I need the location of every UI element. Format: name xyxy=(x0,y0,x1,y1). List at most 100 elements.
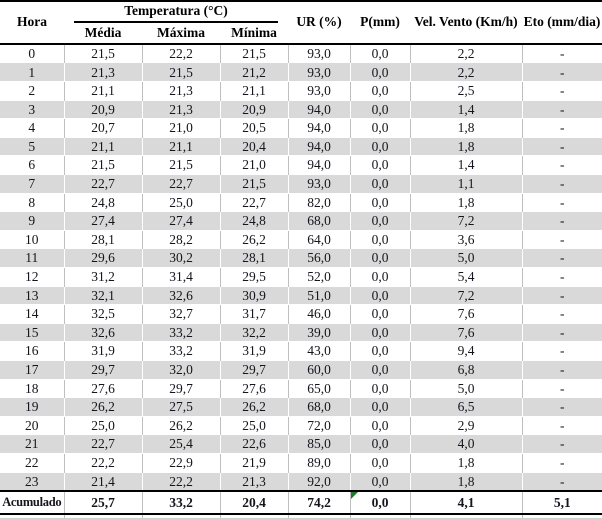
cell-ur: 46,0 xyxy=(287,304,350,324)
cell-eto: - xyxy=(521,434,602,454)
cell-hora: 11 xyxy=(0,248,64,268)
cell-p: 0,0 xyxy=(349,434,410,454)
cell-ur: 72,0 xyxy=(287,415,350,435)
cell-hora: 0 xyxy=(0,43,64,63)
cell-ur: 52,0 xyxy=(287,267,350,287)
table-row: 2 21,1 21,3 21,1 93,0 0,0 2,5- xyxy=(0,81,602,101)
table-row: 6 21,5 21,5 21,0 94,0 0,0 1,4- xyxy=(0,155,602,175)
cell-hora: 12 xyxy=(0,267,64,287)
cell-media: 21,1 xyxy=(63,136,142,156)
cell-hora: 1 xyxy=(0,62,64,82)
cell-p: 0,0 xyxy=(349,229,410,249)
cell-vel-vento: 7,2 xyxy=(409,211,522,231)
cell-eto: - xyxy=(521,322,602,342)
table-row: 15 32,6 33,2 32,2 39,0 0,0 7,6- xyxy=(0,322,602,342)
cell-hora: 4 xyxy=(0,118,64,138)
accumulated-cell-p: 0,0 xyxy=(349,490,410,516)
table-row: 10 28,1 28,2 26,2 64,0 0,0 3,6- xyxy=(0,229,602,249)
accumulated-cell-maxima: 33,2 xyxy=(141,490,220,516)
cell-media: 27,6 xyxy=(63,378,142,398)
cell-ur: 39,0 xyxy=(287,322,350,342)
cell-minima: 25,0 xyxy=(219,415,288,435)
cell-media: 24,8 xyxy=(63,192,142,212)
cell-p: 0,0 xyxy=(349,62,410,82)
cell-media: 29,7 xyxy=(63,359,142,380)
accumulated-cell-ur: 74,2 xyxy=(287,490,350,516)
cell-ur: 94,0 xyxy=(287,99,350,119)
cell-eto: - xyxy=(521,43,602,63)
cell-media: 31,9 xyxy=(63,341,142,361)
cell-vel-vento: 7,2 xyxy=(409,285,522,305)
col-header-vel-vento: Vel. Vento (Km/h) xyxy=(410,1,522,44)
cell-p: 0,0 xyxy=(349,267,410,287)
cell-minima: 22,7 xyxy=(219,192,288,212)
cell-media: 21,1 xyxy=(63,81,142,101)
cell-hora: 19 xyxy=(0,397,64,417)
cell-vel-vento: 7,6 xyxy=(409,304,522,324)
cell-ur: 93,0 xyxy=(287,43,350,63)
col-header-maxima: Máxima xyxy=(142,23,220,44)
cell-hora: 14 xyxy=(0,304,64,324)
cell-maxima: 21,3 xyxy=(141,81,220,101)
cell-eto: - xyxy=(521,155,602,175)
cell-eto: - xyxy=(521,136,602,156)
cell-p: 0,0 xyxy=(349,415,410,435)
cell-vel-vento: 1,1 xyxy=(409,174,522,194)
cell-eto: - xyxy=(521,304,602,324)
cell-vel-vento: 1,8 xyxy=(409,118,522,138)
cell-minima: 24,8 xyxy=(219,211,288,231)
cell-vel-vento: 1,8 xyxy=(409,136,522,156)
cell-hora: 9 xyxy=(0,211,64,231)
cell-media: 32,1 xyxy=(63,285,142,305)
cell-media: 21,4 xyxy=(63,471,142,492)
cell-p: 0,0 xyxy=(349,211,410,231)
cell-p: 0,0 xyxy=(349,285,410,305)
cell-vel-vento: 3,6 xyxy=(409,229,522,249)
col-header-p: P(mm) xyxy=(350,1,410,44)
cell-maxima: 31,4 xyxy=(141,267,220,287)
accumulated-cell-eto: 5,1 xyxy=(521,490,602,516)
table-footer: Acumulado 25,7 33,2 20,4 74,2 0,0 4,1 5,1 xyxy=(0,490,602,519)
cell-maxima: 22,2 xyxy=(141,471,220,492)
cell-vel-vento: 2,9 xyxy=(409,415,522,435)
cell-minima: 30,9 xyxy=(219,285,288,305)
cell-media: 28,1 xyxy=(63,229,142,249)
cell-p: 0,0 xyxy=(349,136,410,156)
cell-vel-vento: 5,0 xyxy=(409,378,522,398)
cell-vel-vento: 4,0 xyxy=(409,434,522,454)
cell-ur: 94,0 xyxy=(287,155,350,175)
cell-vel-vento: 9,4 xyxy=(409,341,522,361)
cell-eto: - xyxy=(521,118,602,138)
cell-media: 20,9 xyxy=(63,99,142,119)
cell-hora: 23 xyxy=(0,471,64,492)
cell-hora: 7 xyxy=(0,174,64,194)
cell-maxima: 22,9 xyxy=(141,452,220,473)
cell-vel-vento: 5,4 xyxy=(409,267,522,287)
col-header-hora: Hora xyxy=(0,1,64,44)
cell-minima: 29,5 xyxy=(219,267,288,287)
cell-minima: 20,5 xyxy=(219,118,288,138)
cell-maxima: 25,0 xyxy=(141,192,220,212)
accumulated-cell-minima: 20,4 xyxy=(219,490,288,516)
cell-p: 0,0 xyxy=(349,155,410,175)
cell-p: 0,0 xyxy=(349,43,410,63)
cell-maxima: 27,5 xyxy=(141,397,220,417)
cell-maxima: 25,4 xyxy=(141,434,220,454)
cell-maxima: 26,2 xyxy=(141,415,220,435)
cell-ur: 82,0 xyxy=(287,192,350,212)
cell-maxima: 22,2 xyxy=(141,43,220,63)
cell-ur: 68,0 xyxy=(287,211,350,231)
cell-eto: - xyxy=(521,397,602,417)
cell-hora: 8 xyxy=(0,192,64,212)
table-row: 5 21,1 21,1 20,4 94,0 0,0 1,8- xyxy=(0,136,602,156)
cell-vel-vento: 1,8 xyxy=(409,471,522,492)
cell-ur: 94,0 xyxy=(287,136,350,156)
cell-ur: 93,0 xyxy=(287,81,350,101)
cell-media: 22,2 xyxy=(63,452,142,473)
col-header-minima: Mínima xyxy=(220,23,288,44)
cell-maxima: 33,2 xyxy=(141,322,220,342)
table-row: 20 25,0 26,2 25,0 72,0 0,0 2,9- xyxy=(0,415,602,435)
cell-maxima: 30,2 xyxy=(141,248,220,268)
cell-maxima: 21,3 xyxy=(141,99,220,119)
cell-hora: 21 xyxy=(0,434,64,454)
